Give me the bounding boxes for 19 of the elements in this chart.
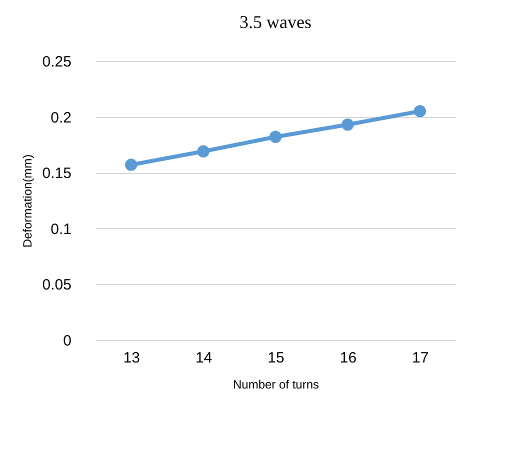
- x-tick-label: 13: [123, 350, 140, 366]
- x-axis-title: Number of turns: [232, 378, 320, 392]
- point: [197, 145, 210, 158]
- x-tick-label: 14: [195, 350, 212, 366]
- y-tick-label: 0.15: [42, 165, 72, 182]
- x-tick-label: 15: [268, 350, 284, 366]
- point: [414, 105, 426, 118]
- x-tick-label: 16: [340, 350, 357, 366]
- y-tick-label: 0.2: [50, 109, 72, 126]
- chart-title: 3.5 waves: [240, 12, 312, 32]
- y-tick-label: 0.25: [42, 54, 72, 70]
- point: [269, 130, 282, 143]
- x-tick-label: 17: [412, 350, 429, 366]
- point: [124, 158, 138, 171]
- y-tick-label: 0.1: [50, 220, 72, 238]
- y-tick-label: 0: [63, 332, 72, 350]
- point: [342, 118, 354, 131]
- y-tick-label: 0.05: [42, 276, 72, 294]
- y-axis-title: Deformation(mm): [20, 154, 34, 248]
